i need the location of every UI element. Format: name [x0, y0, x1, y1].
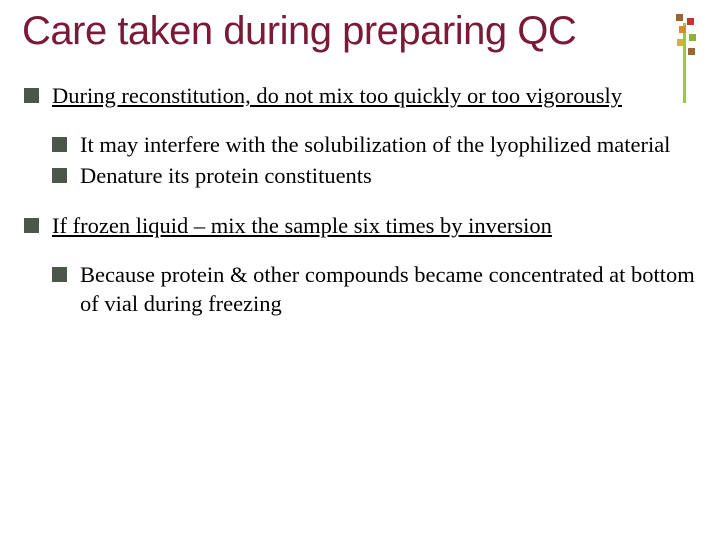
slide-title: Care taken during preparing QC [22, 8, 698, 54]
sub-bullet-list: It may interfere with the solubilization… [52, 131, 698, 191]
sub-bullet-text: Because protein & other compounds became… [80, 262, 695, 316]
bullet-text: If frozen liquid – mix the sample six ti… [52, 213, 552, 238]
list-item: Denature its protein constituents [52, 162, 698, 191]
sub-bullet-text: It may interfere with the solubilization… [80, 132, 670, 157]
sub-bullet-text: Denature its protein constituents [80, 163, 372, 188]
slide-body: During reconstitution, do not mix too qu… [22, 82, 698, 319]
bullet-list: During reconstitution, do not mix too qu… [22, 82, 698, 319]
accent-square [687, 18, 694, 25]
sub-bullet-list: Because protein & other compounds became… [52, 261, 698, 319]
accent-square [679, 26, 686, 33]
list-item: During reconstitution, do not mix too qu… [22, 82, 698, 190]
list-item: It may interfere with the solubilization… [52, 131, 698, 160]
accent-square [689, 34, 696, 41]
list-item: Because protein & other compounds became… [52, 261, 698, 319]
accent-square [676, 14, 683, 21]
accent-square [677, 39, 684, 46]
bullet-text: During reconstitution, do not mix too qu… [52, 83, 622, 108]
slide: Care taken during preparing QC During re… [0, 0, 720, 540]
accent-square [688, 48, 695, 55]
list-item: If frozen liquid – mix the sample six ti… [22, 212, 698, 318]
